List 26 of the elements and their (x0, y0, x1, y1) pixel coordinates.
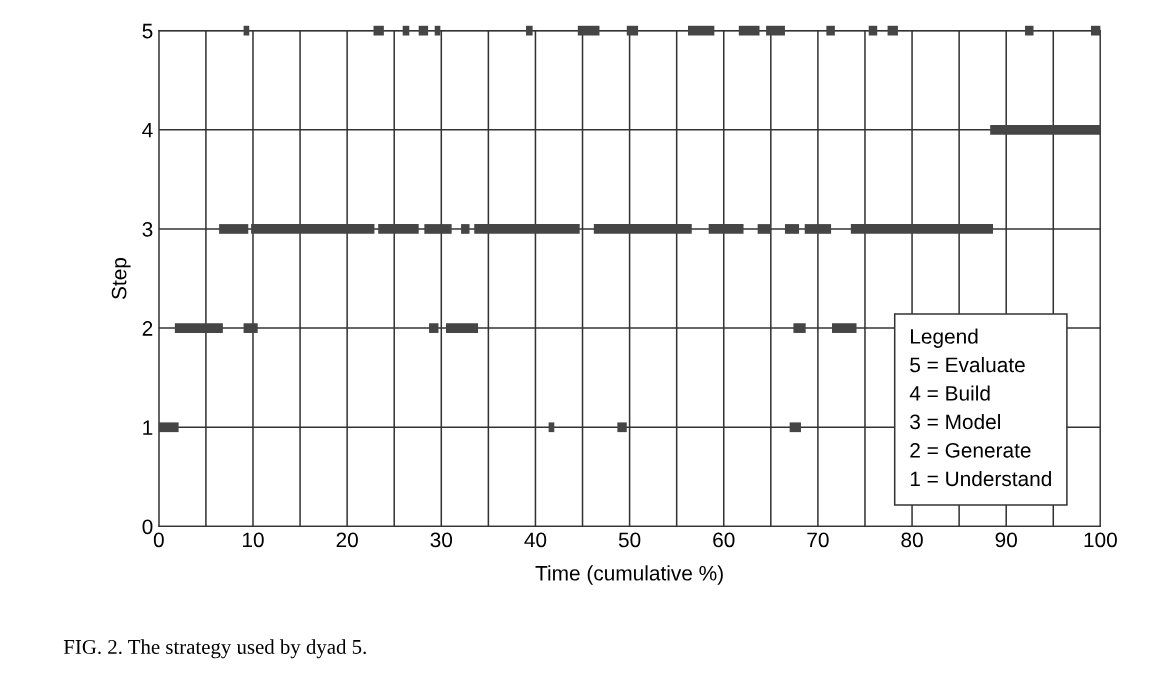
caption: FIG. 2. The strategy used by dyad 5. (63, 639, 366, 659)
annotation: 4 = Build (909, 385, 990, 401)
x-tick-label: 10 (242, 532, 264, 548)
x-axis-title: Time (cumulative %) (535, 565, 723, 585)
x-tick-label: 90 (995, 532, 1017, 548)
x-tick-label: 60 (713, 532, 735, 548)
y-axis-title: Step (111, 257, 131, 300)
annotation: Legend (911, 328, 978, 348)
x-tick-label: 100 (1084, 532, 1117, 548)
annotation: 5 = Evaluate (910, 356, 1025, 373)
annotation: 3 = Model (910, 413, 1000, 430)
x-tick-label: 30 (430, 532, 453, 548)
y-tick-label: 3 (142, 221, 153, 237)
y-tick-label: 1 (143, 420, 153, 435)
x-tick-label: 0 (153, 532, 164, 548)
y-tick-label: 5 (142, 23, 153, 39)
x-tick-label: 70 (807, 532, 829, 548)
y-tick-label: 0 (142, 519, 153, 535)
annotation: 1 = Understand (910, 470, 1051, 487)
x-tick-label: 20 (336, 532, 358, 548)
annotation: 2 = Generate (910, 442, 1031, 458)
x-tick-label: 40 (524, 532, 547, 548)
x-tick-label: 80 (901, 532, 923, 548)
y-tick-label: 2 (142, 321, 153, 336)
x-tick-label: 50 (618, 532, 641, 548)
y-tick-label: 4 (142, 123, 153, 138)
